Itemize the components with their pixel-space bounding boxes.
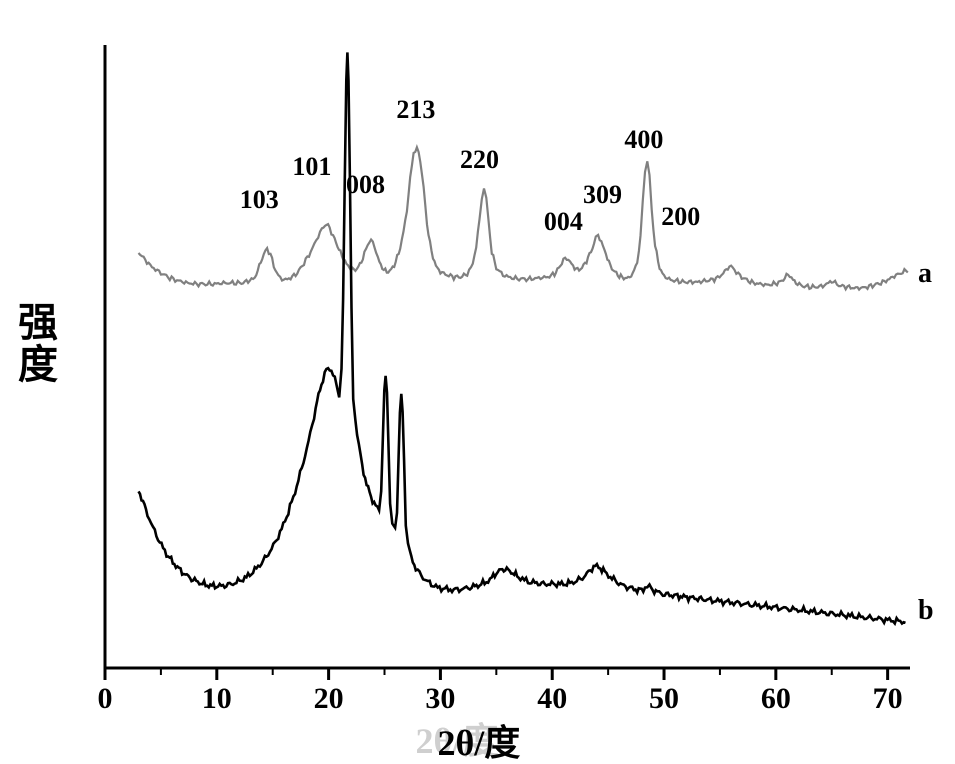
x-tick-label: 40 <box>537 682 567 716</box>
peak-label: 309 <box>583 180 622 210</box>
x-tick-label: 0 <box>98 682 113 716</box>
series-label-b: b <box>918 595 934 627</box>
peak-label: 220 <box>460 145 499 175</box>
peak-label: 213 <box>396 95 435 125</box>
x-tick-label: 30 <box>425 682 455 716</box>
peak-label: 008 <box>346 170 385 200</box>
x-tick-label: 70 <box>873 682 903 716</box>
peak-label: 103 <box>240 185 279 215</box>
series-b-line <box>139 52 906 623</box>
chart-canvas <box>0 0 955 764</box>
x-tick-label: 20 <box>314 682 344 716</box>
x-tick-label: 50 <box>649 682 679 716</box>
peak-label: 004 <box>544 207 583 237</box>
x-tick-label: 10 <box>202 682 232 716</box>
series-a-line <box>139 147 908 289</box>
series-label-a: a <box>918 258 932 290</box>
x-axis-label: 2θ/度 <box>438 714 521 764</box>
xrd-chart: 强度 2θ/度2θ/度 0102030405060701031010082132… <box>0 0 955 764</box>
peak-label: 200 <box>661 202 700 232</box>
peak-label: 101 <box>292 152 331 182</box>
peak-label: 400 <box>624 125 663 155</box>
x-tick-label: 60 <box>761 682 791 716</box>
y-axis-label: 强度 <box>18 302 58 386</box>
